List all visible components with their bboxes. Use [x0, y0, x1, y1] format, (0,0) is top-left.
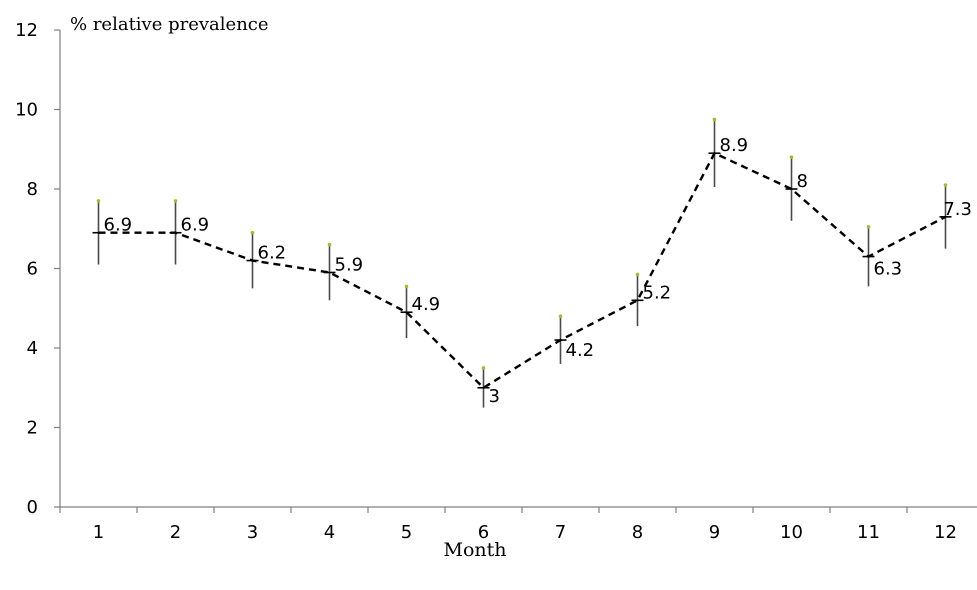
error-bar-cap — [404, 284, 409, 289]
x-tick-label: 12 — [934, 522, 957, 543]
x-tick-label: 11 — [857, 522, 880, 543]
x-tick-label: 10 — [780, 522, 803, 543]
data-labels: 6.9 6.9 6.2 5.9 4.9 3 4.2 5.2 8.9 8 6.3 7.3 — [104, 135, 973, 407]
error-bar-cap — [789, 155, 794, 159]
y-tick-label: 10 — [15, 100, 38, 121]
error-bar-cap — [866, 224, 871, 229]
data-label: 6.2 — [258, 243, 287, 264]
error-bar-cap — [481, 366, 486, 370]
data-label: 6.9 — [181, 215, 210, 236]
x-tick-label: 9 — [709, 522, 720, 543]
x-tick-label: 6 — [478, 522, 489, 543]
y-tick-label: 0 — [27, 497, 38, 518]
y-tick-label: 12 — [15, 20, 38, 41]
y-tick-label: 8 — [27, 179, 38, 200]
data-label: 4.2 — [566, 340, 595, 361]
data-label: 6.3 — [874, 259, 903, 280]
data-label: 5.9 — [335, 254, 364, 275]
y-axis-title: % relative prevalence — [70, 14, 269, 35]
data-label: 4.9 — [412, 294, 441, 315]
y-tick-label: 6 — [27, 259, 38, 280]
error-bar-cap — [96, 199, 101, 203]
error-bar-cap — [173, 199, 178, 203]
error-bar-cap — [635, 272, 640, 277]
y-ticks: 0 2 4 6 8 10 12 — [15, 20, 60, 518]
y-tick-label: 4 — [27, 338, 38, 359]
x-tick-label: 1 — [93, 522, 104, 543]
x-tick-label: 5 — [401, 522, 412, 543]
data-label: 3 — [489, 386, 500, 407]
x-ticks: 1 2 3 4 5 6 7 8 9 10 11 12 — [59, 507, 957, 543]
error-bars — [96, 117, 948, 408]
error-bar-cap — [327, 242, 332, 247]
data-marks — [92, 152, 952, 389]
x-tick-label: 7 — [555, 522, 566, 543]
error-bar-cap — [943, 183, 948, 187]
data-label: 7.3 — [943, 199, 972, 220]
x-tick-label: 2 — [170, 522, 181, 543]
x-tick-label: 8 — [632, 522, 643, 543]
data-label: 8 — [797, 171, 808, 192]
series-line — [98, 151, 947, 390]
error-bar-cap — [250, 230, 255, 235]
y-tick-label: 2 — [27, 418, 38, 439]
data-label: 5.2 — [643, 282, 672, 303]
error-bar-cap — [558, 314, 563, 319]
x-tick-label: 4 — [324, 522, 335, 543]
data-label: 6.9 — [104, 215, 133, 236]
x-axis-title: Month — [443, 539, 506, 561]
data-label: 8.9 — [720, 135, 749, 156]
error-bar-cap — [712, 117, 717, 122]
x-tick-label: 3 — [247, 522, 258, 543]
